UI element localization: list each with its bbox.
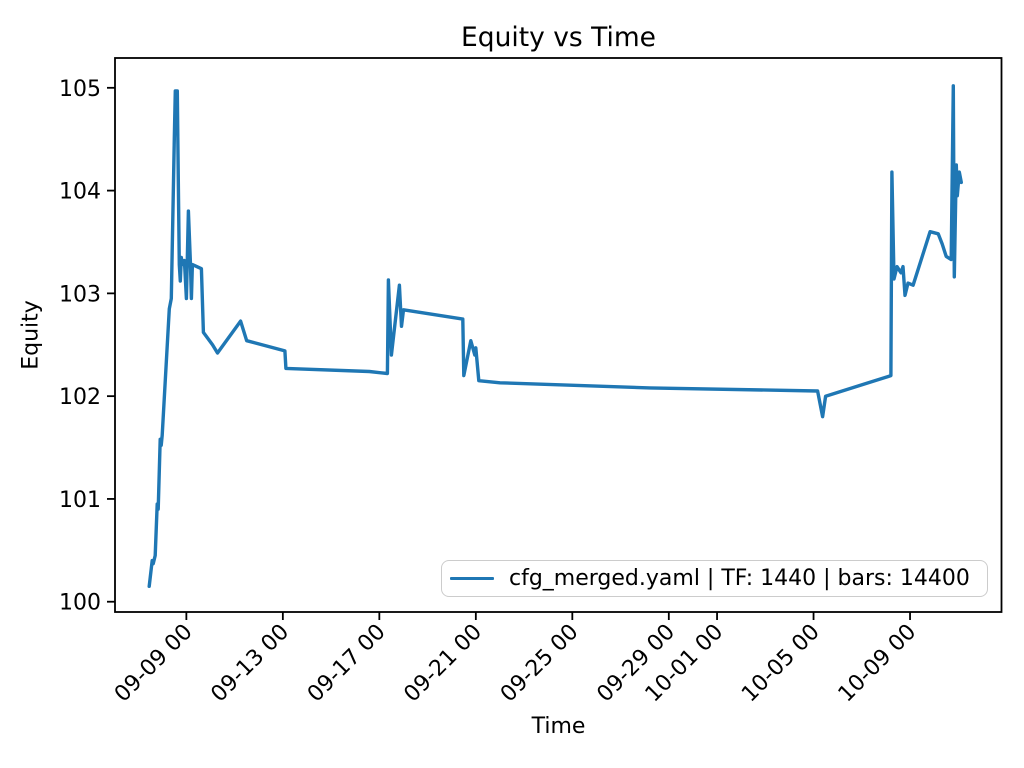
x-tick-label: 09-21 00 — [399, 620, 487, 708]
y-tick-label: 100 — [59, 591, 101, 616]
equity-series-line — [147, 84, 963, 588]
y-axis-label: Equity — [18, 300, 44, 370]
x-tick-label: 10-09 00 — [834, 620, 922, 708]
y-tick-label: 103 — [59, 282, 101, 307]
x-axis-label: Time — [531, 714, 586, 739]
x-tick-label: 09-13 00 — [206, 620, 294, 708]
y-tick-label: 102 — [59, 385, 101, 410]
x-tick-label: 09-17 00 — [303, 620, 391, 708]
legend-line-sample — [450, 576, 494, 581]
x-tick-label: 09-25 00 — [496, 620, 584, 708]
chart-title: Equity vs Time — [461, 22, 656, 53]
legend: cfg_merged.yaml | TF: 1440 | bars: 14400 — [441, 560, 988, 597]
x-tick-label: 09-09 00 — [110, 620, 198, 708]
axes-spines — [114, 57, 1003, 613]
y-tick-label: 105 — [59, 77, 101, 102]
x-tick-label: 10-05 00 — [737, 620, 825, 708]
y-tick-label: 101 — [59, 488, 101, 513]
legend-label: cfg_merged.yaml | TF: 1440 | bars: 14400 — [509, 566, 970, 591]
y-tick-label: 104 — [59, 180, 101, 205]
